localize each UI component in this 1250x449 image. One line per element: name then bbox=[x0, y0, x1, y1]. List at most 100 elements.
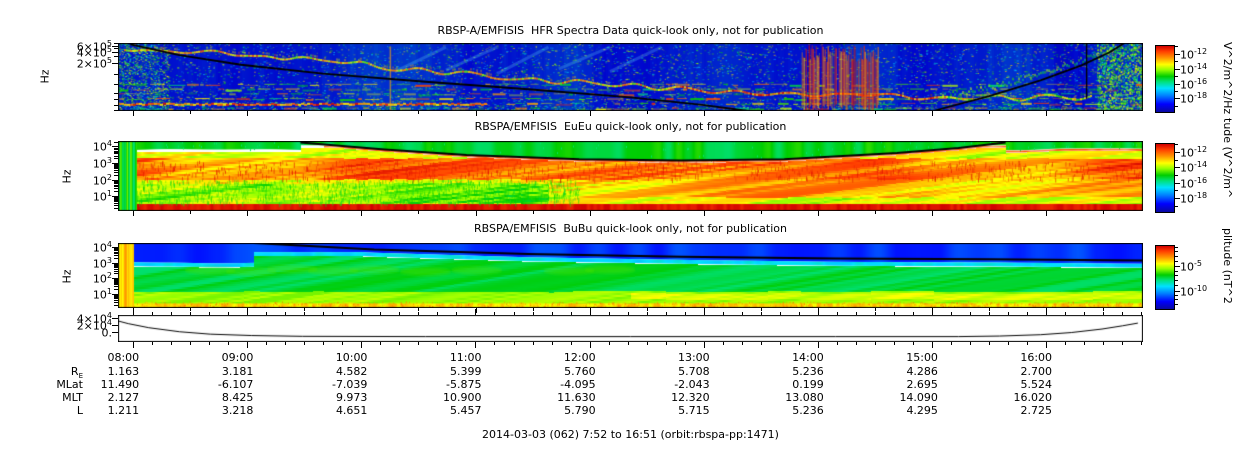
colorbar-major-tick bbox=[1175, 167, 1180, 168]
hfr-spectrogram-canvas bbox=[118, 43, 1143, 111]
y-tick-label: 101 bbox=[40, 189, 112, 204]
time-minor-tick bbox=[361, 309, 362, 315]
time-minor-tick bbox=[1084, 342, 1085, 345]
y-minor-tick bbox=[114, 183, 118, 184]
y-minor-tick bbox=[114, 296, 118, 297]
ephemeris-value: 5.399 bbox=[450, 365, 482, 378]
time-minor-tick bbox=[856, 312, 857, 315]
euu-spectrogram-canvas bbox=[118, 141, 1143, 211]
time-minor-tick bbox=[437, 312, 438, 315]
time-major-tick bbox=[590, 111, 591, 116]
y-minor-tick bbox=[114, 153, 118, 154]
y-minor-tick bbox=[114, 148, 118, 149]
colorbar-minor-tick bbox=[1175, 91, 1178, 92]
time-minor-tick bbox=[685, 342, 686, 345]
tick-label-exponent: -5 bbox=[1194, 258, 1202, 268]
time-minor-tick bbox=[875, 211, 876, 214]
time-label: 13:00 bbox=[677, 351, 710, 364]
y-minor-tick bbox=[114, 289, 118, 290]
y-major-tick bbox=[112, 63, 118, 64]
y-minor-tick bbox=[114, 156, 118, 157]
time-minor-tick bbox=[552, 312, 553, 315]
colorbar-major-tick bbox=[1175, 54, 1180, 55]
ephemeris-value: -7.039 bbox=[331, 378, 368, 391]
colorbar-euu bbox=[1155, 143, 1175, 213]
colorbar-major-tick bbox=[1175, 152, 1180, 153]
time-minor-tick bbox=[799, 342, 800, 345]
time-minor-tick bbox=[533, 111, 534, 114]
colorbar-tick-label: 10-18 bbox=[1180, 91, 1226, 106]
time-minor-tick bbox=[190, 342, 191, 345]
time-minor-tick bbox=[494, 312, 495, 315]
ephemeris-row-label-subscript: E bbox=[78, 372, 83, 381]
time-major-tick bbox=[818, 211, 819, 216]
time-minor-tick bbox=[514, 312, 515, 315]
colorbar-minor-tick bbox=[1175, 275, 1178, 276]
y-minor-tick bbox=[114, 110, 118, 111]
time-major-tick bbox=[932, 211, 933, 216]
tick-label-exponent: 5 bbox=[106, 55, 112, 65]
colorbar-minor-tick bbox=[1175, 280, 1178, 281]
y-minor-tick bbox=[114, 269, 118, 270]
tick-label-exponent: 5 bbox=[106, 38, 112, 48]
time-minor-tick bbox=[761, 312, 762, 315]
time-minor-tick bbox=[552, 342, 553, 345]
ephemeris-value: 0.199 bbox=[792, 378, 824, 391]
colorbar-minor-tick bbox=[1175, 175, 1178, 176]
y-minor-tick bbox=[114, 188, 118, 189]
tick-label-base: 2×10 bbox=[76, 319, 107, 333]
time-minor-tick bbox=[970, 312, 971, 315]
time-major-tick bbox=[1046, 211, 1047, 216]
time-minor-tick bbox=[285, 342, 286, 345]
time-minor-tick bbox=[361, 342, 362, 348]
time-minor-tick bbox=[171, 312, 172, 315]
y-minor-tick bbox=[114, 105, 118, 106]
y-minor-tick bbox=[114, 255, 118, 256]
ephemeris-value: 3.218 bbox=[221, 404, 254, 417]
colorbar-minor-tick bbox=[1175, 206, 1178, 207]
time-minor-tick bbox=[1027, 342, 1028, 345]
time-major-tick bbox=[247, 211, 248, 216]
time-minor-tick bbox=[571, 342, 572, 345]
time-minor-tick bbox=[742, 342, 743, 345]
time-minor-tick bbox=[1027, 312, 1028, 315]
time-minor-tick bbox=[418, 312, 419, 315]
y-minor-tick bbox=[114, 166, 118, 167]
y-minor-tick bbox=[114, 294, 118, 295]
colorbar-minor-tick bbox=[1175, 271, 1178, 272]
time-minor-tick bbox=[323, 342, 324, 345]
time-major-tick bbox=[590, 211, 591, 216]
colorbar-minor-tick bbox=[1175, 299, 1178, 300]
colorbar-tick-label: 10-18 bbox=[1180, 191, 1226, 206]
time-major-tick bbox=[361, 211, 362, 216]
colorbar-minor-tick bbox=[1175, 256, 1178, 257]
time-minor-tick bbox=[533, 308, 534, 311]
colorbar-minor-tick bbox=[1175, 160, 1178, 161]
y-tick-label: 6×105 bbox=[40, 39, 112, 54]
time-minor-tick bbox=[190, 308, 191, 311]
time-minor-tick bbox=[285, 312, 286, 315]
tick-label-base: 10 bbox=[1180, 78, 1194, 92]
ephemeris-value: 4.582 bbox=[335, 365, 368, 378]
time-minor-tick bbox=[418, 308, 419, 311]
ephemeris-value: 4.295 bbox=[906, 404, 938, 417]
time-minor-tick bbox=[304, 342, 305, 345]
y-minor-tick bbox=[114, 279, 118, 280]
time-minor-tick bbox=[704, 342, 705, 348]
time-label: 12:00 bbox=[563, 351, 596, 364]
time-minor-tick bbox=[1141, 342, 1142, 345]
time-minor-tick bbox=[818, 309, 819, 315]
time-minor-tick bbox=[304, 308, 305, 311]
y-minor-tick bbox=[114, 208, 118, 209]
y-tick-label: 102 bbox=[40, 271, 112, 286]
ephemeris-value: 14.090 bbox=[899, 391, 938, 404]
colorbar-unit-bubu: plitude (nT^2 bbox=[1221, 228, 1234, 304]
y-minor-tick bbox=[114, 74, 118, 75]
colorbar-unit-euu: tude (V^2/m^ bbox=[1221, 118, 1234, 199]
time-minor-tick bbox=[989, 312, 990, 315]
ephemeris-row-label: MLat bbox=[20, 378, 83, 393]
ephemeris-value: 10.900 bbox=[443, 391, 482, 404]
time-minor-tick bbox=[533, 312, 534, 315]
ephemeris-value: 13.080 bbox=[785, 391, 824, 404]
y-minor-tick bbox=[114, 170, 118, 171]
